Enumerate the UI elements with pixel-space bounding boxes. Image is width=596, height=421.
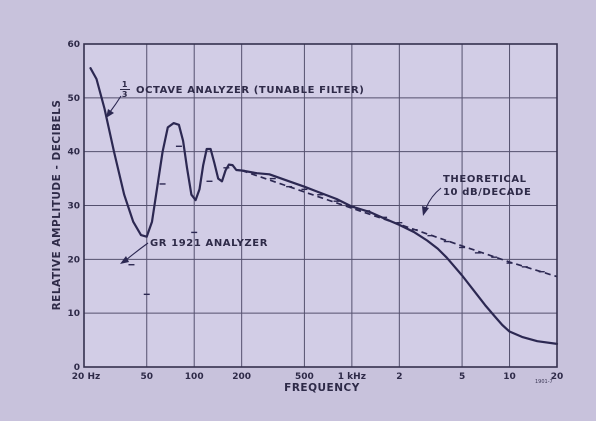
x-tick-label-5: 1 kHz xyxy=(338,372,366,382)
annotation-third-octave-arrow xyxy=(106,109,114,118)
y-tick-labels: 0 10 20 30 40 50 60 xyxy=(67,40,80,373)
x-tick-labels: 20 Hz 50 100 200 500 1 kHz 2 5 10 20 xyxy=(72,372,563,382)
x-tick-label-8: 10 xyxy=(503,372,516,382)
y-tick-label-1: 10 xyxy=(67,309,80,319)
x-tick-label-9: 20 xyxy=(551,372,564,382)
annotation-fraction-denominator: 3 xyxy=(122,90,128,99)
annotation-theoretical-arrow xyxy=(422,206,429,216)
x-tick-label-3: 200 xyxy=(232,372,251,382)
x-tick-label-4: 500 xyxy=(295,372,314,382)
annotation-gr1921: GR 1921 ANALYZER xyxy=(120,238,268,264)
y-tick-label-6: 60 xyxy=(67,40,80,50)
annotation-gr1921-text: GR 1921 ANALYZER xyxy=(150,238,268,249)
x-tick-label-0: 20 Hz xyxy=(72,372,100,382)
x-tick-label-6: 2 xyxy=(396,372,402,382)
annotation-third-octave-leader xyxy=(109,95,122,113)
annotation-theoretical-line2: 10 dB/DECADE xyxy=(443,187,531,198)
x-tick-label-2: 100 xyxy=(185,372,204,382)
annotation-gr1921-leader xyxy=(125,242,149,261)
annotation-fraction-numerator: 1 xyxy=(122,80,128,89)
series-third-octave-line xyxy=(89,67,559,345)
y-tick-label-5: 50 xyxy=(67,94,80,104)
y-axis-title: RELATIVE AMPLITUDE - DECIBELS xyxy=(51,100,63,311)
annotation-gr1921-arrow xyxy=(120,256,129,264)
annotation-third-octave: 1 3 OCTAVE ANALYZER (TUNABLE FILTER) xyxy=(106,80,364,118)
annotation-theoretical-leader xyxy=(425,187,442,209)
x-tick-label-1: 50 xyxy=(140,372,153,382)
y-tick-label-2: 20 xyxy=(67,255,80,265)
y-tick-label-0: 0 xyxy=(74,363,80,373)
series-gr1921-markers xyxy=(128,145,545,296)
annotation-theoretical: THEORETICAL 10 dB/DECADE xyxy=(422,174,531,216)
figure-code: 1901-7 xyxy=(535,379,553,385)
y-tick-label-3: 30 xyxy=(67,202,80,212)
x-axis-title: FREQUENCY xyxy=(284,382,360,394)
annotation-theoretical-line1: THEORETICAL xyxy=(443,174,527,185)
series-layer xyxy=(89,67,559,345)
y-tick-label-4: 40 xyxy=(67,148,80,158)
annotation-third-octave-text: OCTAVE ANALYZER (TUNABLE FILTER) xyxy=(136,85,364,96)
plot-frame xyxy=(83,43,558,368)
x-tick-label-7: 5 xyxy=(459,372,465,382)
